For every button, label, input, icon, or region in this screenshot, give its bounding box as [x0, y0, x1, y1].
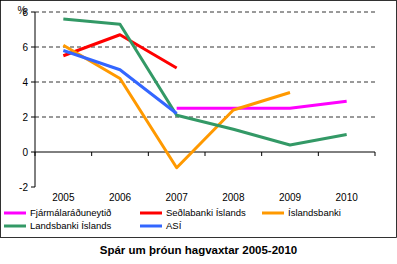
series-line — [63, 35, 176, 68]
legend-label: ASÍ — [166, 220, 182, 231]
legend-label: Seðlabanki Íslands — [166, 207, 246, 218]
legend-swatch — [4, 212, 26, 215]
tick-label: 6 — [22, 42, 28, 53]
tick — [31, 82, 35, 83]
tick — [31, 117, 35, 118]
legend-swatch — [140, 212, 162, 215]
tick — [31, 187, 35, 188]
y-axis — [35, 12, 36, 187]
tick-label: 2 — [22, 112, 28, 123]
x-tick — [91, 152, 92, 156]
x-tick — [35, 152, 36, 156]
series-line — [63, 19, 346, 145]
legend-label: Landsbanki Íslands — [30, 220, 112, 231]
legend-swatch — [4, 225, 26, 228]
legend-item: Fjármálaráðuneytið — [4, 207, 111, 218]
series-line — [63, 45, 290, 168]
category-label: 2008 — [222, 192, 245, 203]
category-label: 2009 — [279, 192, 302, 203]
category-label: 2005 — [52, 192, 75, 203]
legend-label: Fjármálaráðuneytið — [30, 207, 111, 218]
legend-item: Landsbanki Íslands — [4, 220, 112, 231]
x-tick — [318, 152, 319, 156]
tick-label: -2 — [19, 182, 28, 193]
legend-swatch — [262, 212, 284, 215]
tick — [31, 152, 35, 153]
series-line — [63, 51, 176, 114]
legend-label: Íslandsbanki — [288, 207, 341, 218]
grid-line — [35, 12, 375, 13]
grid-line — [35, 117, 375, 118]
x-tick — [375, 152, 376, 156]
x-tick — [148, 152, 149, 156]
tick — [31, 12, 35, 13]
category-label: 2006 — [109, 192, 132, 203]
legend-item: Seðlabanki Íslands — [140, 207, 246, 218]
legend-item: Íslandsbanki — [262, 207, 341, 218]
tick-label: 4 — [22, 77, 28, 88]
category-label: 2010 — [336, 192, 359, 203]
title: Spár um þróun hagvaxtar 2005-2010 — [100, 244, 298, 256]
tick-label: 8 — [22, 7, 28, 18]
legend-item: ASÍ — [140, 220, 182, 231]
x-tick — [205, 152, 206, 156]
tick-label: 0 — [22, 147, 28, 158]
category-label: 2007 — [166, 192, 189, 203]
tick — [31, 47, 35, 48]
legend-swatch — [140, 225, 162, 228]
plot-area — [63, 19, 346, 168]
x-tick — [261, 152, 262, 156]
chart: %-202468200520062007200820092010Fjármála… — [0, 0, 397, 264]
grid-line — [35, 82, 375, 83]
frame — [1, 1, 397, 238]
